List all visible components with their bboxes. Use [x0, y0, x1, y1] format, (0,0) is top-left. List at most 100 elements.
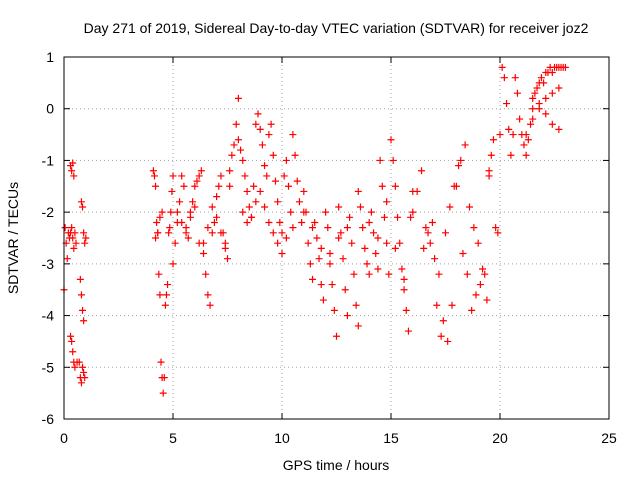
data-point	[487, 151, 495, 159]
data-point	[150, 172, 158, 180]
axis-ticks	[63, 56, 610, 420]
data-point	[239, 208, 247, 216]
data-point	[520, 141, 528, 149]
data-point	[285, 182, 293, 190]
y-tick-label: -1	[42, 152, 55, 168]
data-point	[363, 260, 371, 268]
data-point	[472, 291, 480, 299]
data-point	[407, 213, 415, 221]
data-point	[269, 151, 277, 159]
data-point	[439, 317, 447, 325]
data-point	[431, 255, 439, 263]
data-point	[511, 74, 519, 82]
data-point	[391, 244, 399, 252]
data-point	[274, 239, 282, 247]
data-point	[241, 172, 249, 180]
data-point	[282, 234, 290, 242]
data-point	[509, 131, 517, 139]
data-point	[300, 208, 308, 216]
data-point	[533, 84, 541, 92]
data-point	[243, 187, 251, 195]
data-point	[208, 229, 216, 237]
data-point	[394, 213, 402, 221]
data-point	[531, 89, 539, 97]
data-point	[213, 193, 221, 201]
data-point	[149, 167, 157, 175]
data-point	[309, 275, 317, 283]
data-point	[309, 224, 317, 232]
x-tick-label: 5	[169, 430, 177, 446]
data-point	[444, 337, 452, 345]
data-point	[426, 239, 434, 247]
data-point	[317, 281, 325, 289]
x-tick-label: 20	[492, 430, 508, 446]
data-point	[234, 136, 242, 144]
data-point	[485, 167, 493, 175]
data-point	[311, 218, 319, 226]
data-point	[346, 213, 354, 221]
data-point	[200, 250, 208, 258]
data-point	[164, 281, 172, 289]
series-group	[289, 131, 362, 340]
data-point	[274, 198, 282, 206]
data-point	[67, 332, 75, 340]
data-point	[217, 229, 225, 237]
data-point	[350, 270, 358, 278]
data-point	[173, 208, 181, 216]
data-point	[341, 286, 349, 294]
data-point	[343, 312, 351, 320]
data-point	[343, 224, 351, 232]
data-point	[250, 182, 258, 190]
y-tick-label: 0	[46, 101, 54, 117]
data-point	[322, 208, 330, 216]
data-point	[548, 120, 556, 128]
data-point	[269, 229, 277, 237]
data-point	[428, 218, 436, 226]
data-point	[176, 198, 184, 206]
series-group	[485, 63, 569, 237]
data-point	[459, 250, 467, 258]
data-point	[313, 234, 321, 242]
data-point	[339, 255, 347, 263]
data-point	[156, 213, 164, 221]
data-point	[153, 218, 161, 226]
chart-title: Day 271 of 2019, Sidereal Day-to-day VTE…	[84, 20, 589, 36]
data-point	[208, 203, 216, 211]
data-point	[79, 363, 87, 371]
y-tick-label: -3	[42, 256, 55, 272]
data-point	[500, 74, 508, 82]
data-point	[291, 151, 299, 159]
data-point	[474, 239, 482, 247]
data-point	[81, 239, 89, 247]
data-point	[402, 306, 410, 314]
data-point	[245, 203, 253, 211]
data-point	[516, 115, 524, 123]
data-point	[234, 94, 242, 102]
data-point	[287, 208, 295, 216]
data-point	[267, 120, 275, 128]
data-point	[75, 358, 83, 366]
data-point	[224, 255, 231, 263]
data-point	[374, 234, 382, 242]
data-point	[226, 182, 234, 190]
data-point	[555, 84, 563, 92]
data-point	[319, 296, 327, 304]
data-point	[228, 151, 236, 159]
data-point	[324, 224, 332, 232]
data-point	[529, 105, 537, 113]
data-point	[413, 187, 421, 195]
data-point	[293, 177, 301, 185]
data-point	[537, 74, 545, 82]
data-point	[442, 229, 449, 237]
data-point	[280, 172, 288, 180]
data-point	[80, 317, 88, 325]
data-point	[457, 156, 465, 164]
data-point	[156, 291, 164, 299]
data-point	[68, 167, 76, 175]
data-point	[435, 270, 443, 278]
data-point	[278, 229, 286, 237]
data-point	[383, 198, 391, 206]
data-point	[180, 182, 188, 190]
data-point	[161, 301, 169, 309]
